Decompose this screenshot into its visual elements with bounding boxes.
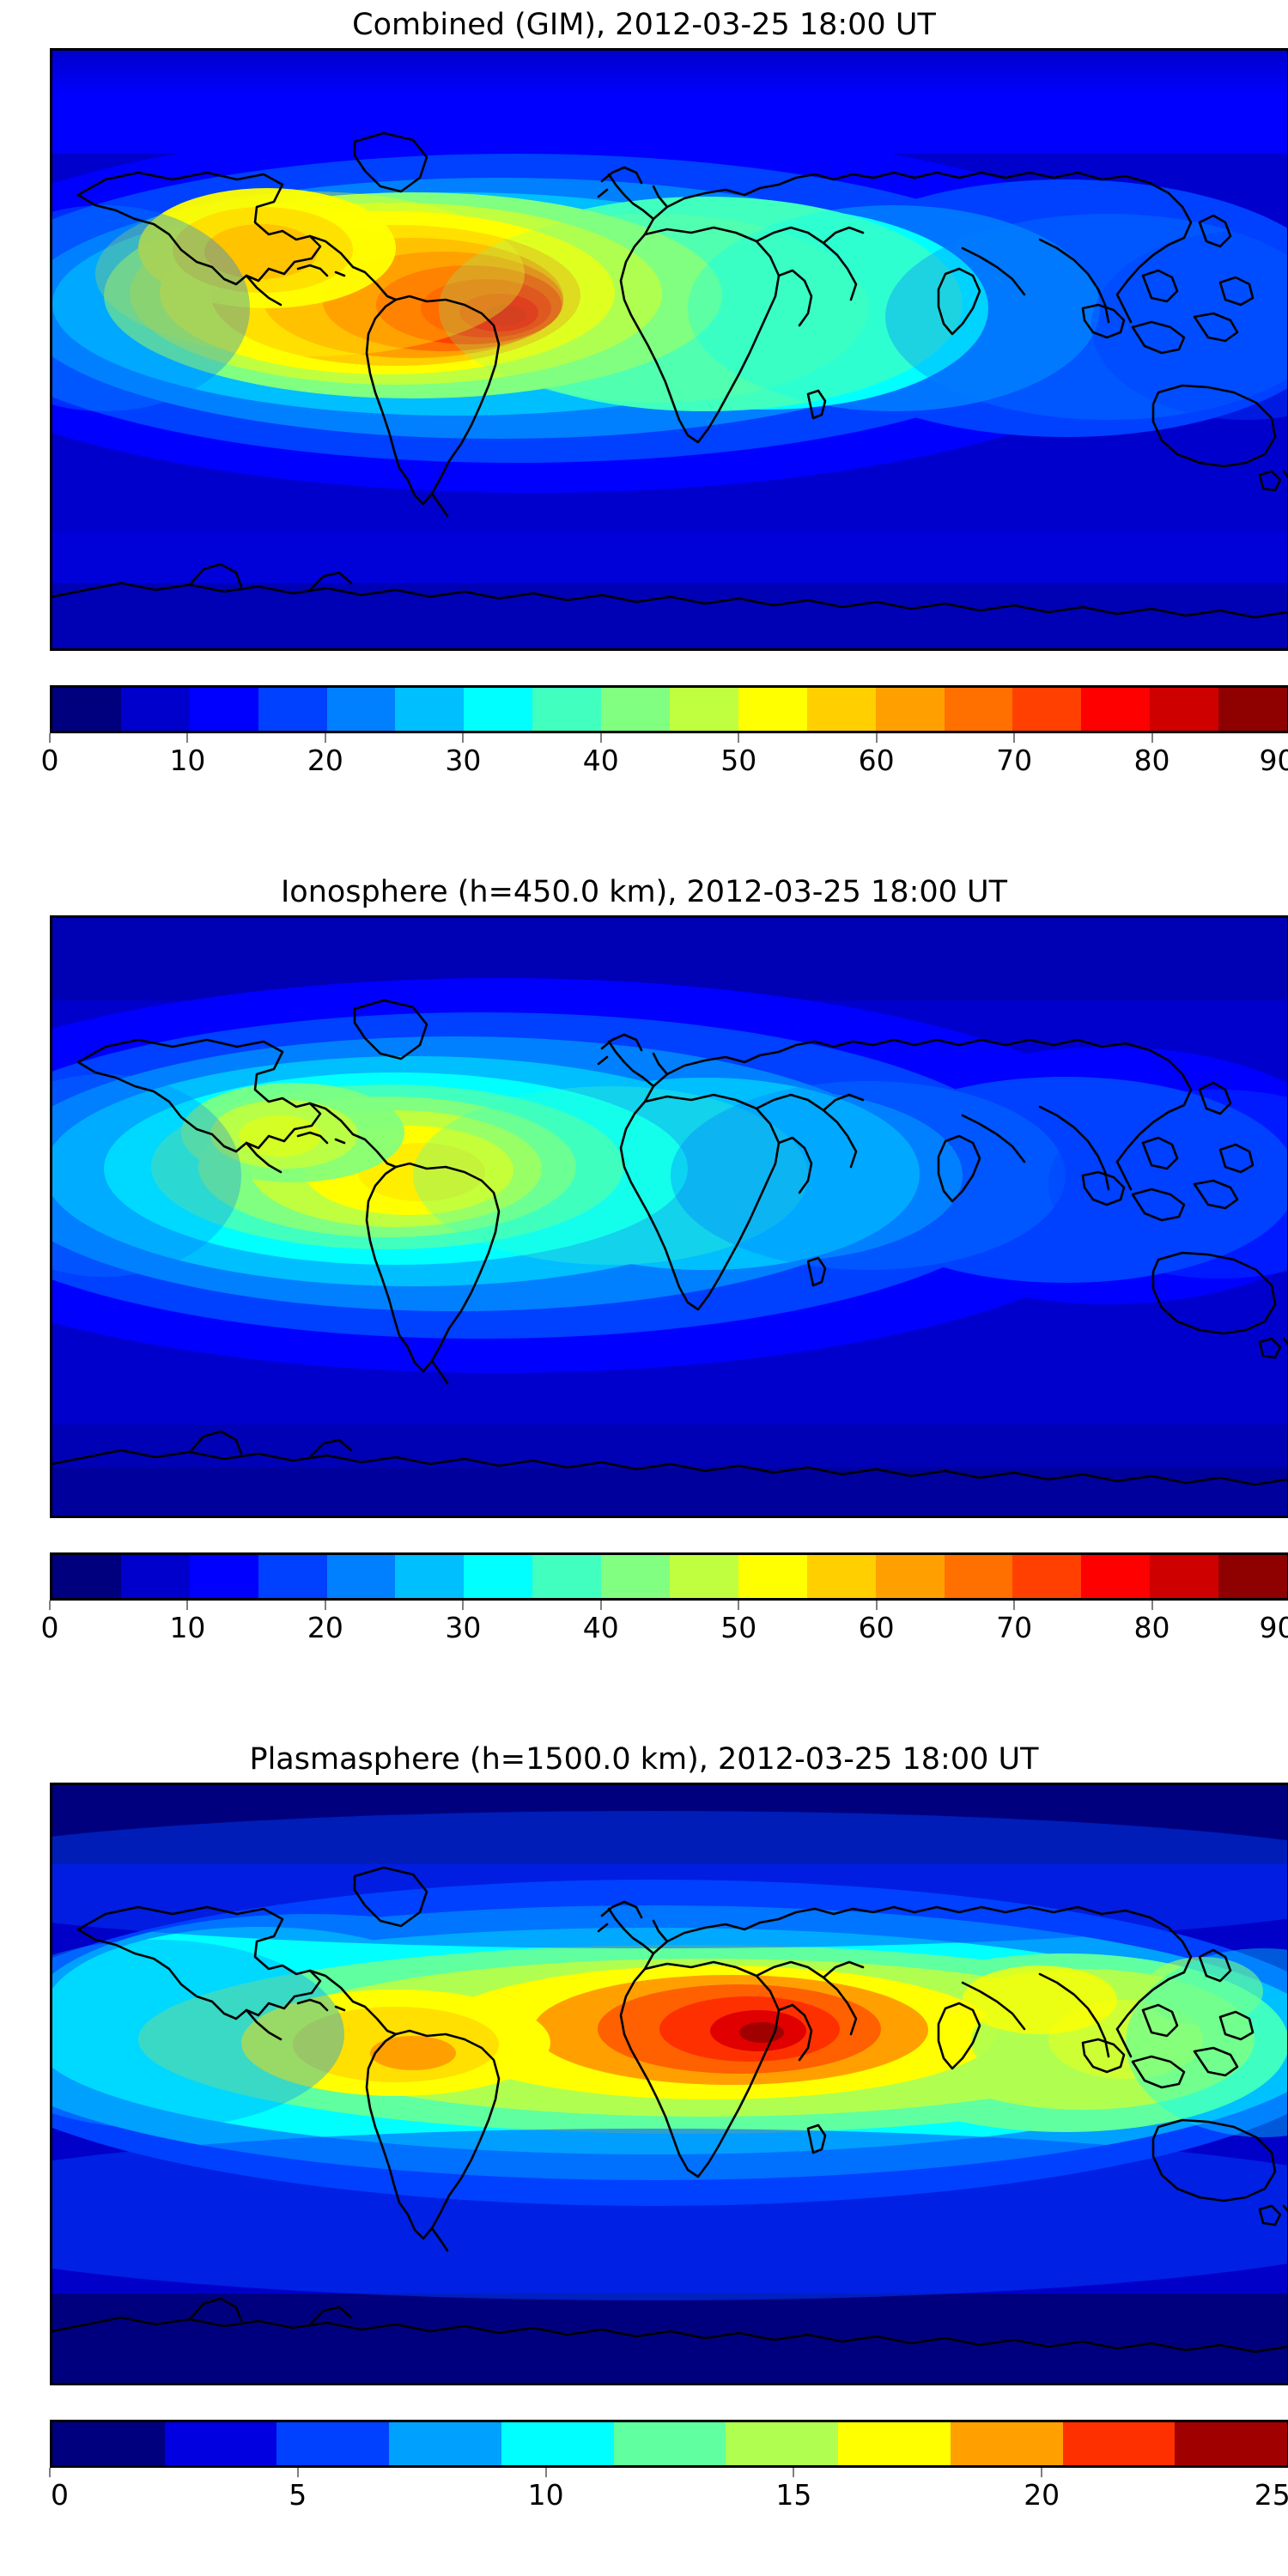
cbar-tick-label: 0 xyxy=(40,744,59,777)
cbar-tick-label: 70 xyxy=(996,1611,1033,1644)
cbar-tick-label: 20 xyxy=(1024,2478,1060,2512)
map-render-plasmasphere xyxy=(52,1785,1287,2383)
cbar-tick-label: 0 xyxy=(51,2478,70,2512)
cbar-tick-label: 50 xyxy=(720,744,757,777)
cbar-tick-label: 0 xyxy=(40,1611,59,1644)
map-container-ionosphere xyxy=(50,915,1288,1518)
cbar-tick-label: 60 xyxy=(858,1611,895,1644)
cbar-tick-label: 10 xyxy=(169,1611,206,1644)
panel-combined-gim: Combined (GIM), 2012-03-25 18:00 UT xyxy=(0,7,1288,777)
cbar-tick-label: 10 xyxy=(527,2478,564,2512)
cbar-tick-label: 5 xyxy=(289,2478,307,2512)
cbar-tick-label: 40 xyxy=(582,744,619,777)
panel-title-plasmasphere: Plasmasphere (h=1500.0 km), 2012-03-25 1… xyxy=(249,1742,1039,1777)
colorbar-combined[interactable] xyxy=(50,685,1288,733)
map-render-combined xyxy=(52,51,1287,648)
panel-ionosphere: Ionosphere (h=450.0 km), 2012-03-25 18:0… xyxy=(0,874,1288,1644)
map-container-plasmasphere xyxy=(50,1783,1288,2385)
colorbar-container-plasmasphere: 0 5 10 15 20 25 xyxy=(49,2420,1288,2512)
cbar-tick-label: 90 xyxy=(1259,744,1288,777)
colorbar-axis-ionosphere: 0 10 20 30 40 50 60 70 80 90 xyxy=(41,1601,1288,1645)
colorbar-axis-plasmasphere: 0 5 10 15 20 25 xyxy=(49,2468,1288,2512)
cbar-tick-label: 30 xyxy=(445,1611,482,1644)
map-axes-combined[interactable] xyxy=(50,48,1288,651)
cbar-tick-label: 80 xyxy=(1133,744,1170,777)
cbar-tick-label: 60 xyxy=(858,744,895,777)
map-axes-plasmasphere[interactable] xyxy=(50,1783,1288,2385)
cbar-tick-label: 30 xyxy=(445,744,482,777)
colorbar-axis-combined: 0 10 20 30 40 50 60 70 80 90 xyxy=(41,733,1288,778)
colorbar-plasmasphere[interactable] xyxy=(50,2420,1288,2468)
map-axes-ionosphere[interactable] xyxy=(50,915,1288,1518)
cbar-tick-label: 50 xyxy=(720,1611,757,1644)
cbar-tick-label: 15 xyxy=(775,2478,812,2512)
map-render-ionosphere xyxy=(52,918,1287,1516)
cbar-tick-label: 25 xyxy=(1254,2478,1288,2512)
colorbar-container-combined: 0 10 20 30 40 50 60 70 80 90 xyxy=(41,685,1288,778)
cbar-tick-label: 80 xyxy=(1133,1611,1170,1644)
cbar-tick-label: 70 xyxy=(996,744,1033,777)
panel-plasmasphere: Plasmasphere (h=1500.0 km), 2012-03-25 1… xyxy=(0,1741,1288,2512)
colorbar-ionosphere[interactable] xyxy=(50,1552,1288,1601)
panel-title-combined: Combined (GIM), 2012-03-25 18:00 UT xyxy=(352,8,936,42)
cbar-tick-label: 20 xyxy=(307,1611,343,1644)
map-container-combined xyxy=(50,48,1288,651)
cbar-tick-label: 40 xyxy=(582,1611,619,1644)
cbar-tick-label: 20 xyxy=(307,744,343,777)
colorbar-container-ionosphere: 0 10 20 30 40 50 60 70 80 90 xyxy=(41,1552,1288,1645)
cbar-tick-label: 90 xyxy=(1259,1611,1288,1644)
cbar-tick-label: 10 xyxy=(169,744,206,777)
panel-title-ionosphere: Ionosphere (h=450.0 km), 2012-03-25 18:0… xyxy=(280,875,1008,909)
